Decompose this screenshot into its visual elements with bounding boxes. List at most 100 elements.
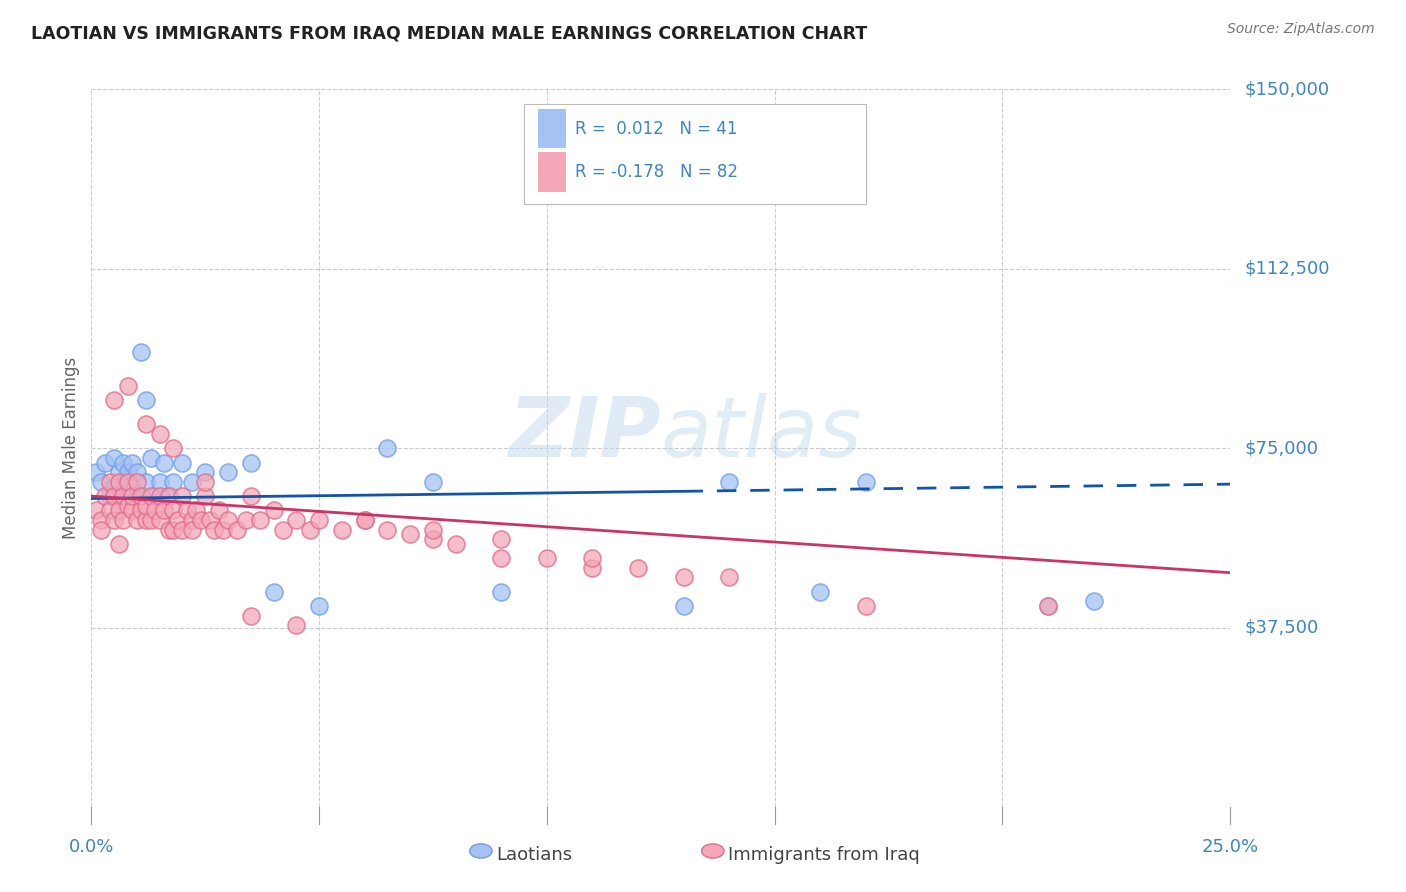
Point	[172, 523, 194, 537]
Text: $150,000: $150,000	[1244, 80, 1329, 98]
Point	[107, 537, 129, 551]
Point	[202, 523, 225, 537]
Point	[377, 442, 399, 455]
Point	[117, 379, 139, 393]
Point	[208, 503, 231, 517]
Point	[117, 499, 139, 513]
Point	[135, 513, 157, 527]
Point	[121, 479, 143, 493]
Point	[112, 456, 135, 470]
Point	[131, 489, 153, 503]
Point	[308, 599, 330, 614]
Point	[94, 456, 117, 470]
Point	[186, 503, 208, 517]
Point	[107, 489, 129, 503]
Point	[239, 456, 262, 470]
Point	[217, 513, 239, 527]
Point	[239, 489, 262, 503]
Point	[84, 503, 107, 517]
Point	[121, 456, 143, 470]
Point	[135, 417, 157, 432]
Text: Laotians: Laotians	[496, 846, 572, 863]
Point	[377, 523, 399, 537]
Point	[167, 513, 190, 527]
Point	[131, 503, 153, 517]
Point	[308, 513, 330, 527]
Point	[149, 426, 172, 441]
Point	[107, 465, 129, 479]
Text: 25.0%: 25.0%	[1202, 838, 1258, 855]
Text: 0.0%: 0.0%	[69, 838, 114, 855]
Point	[491, 532, 513, 546]
Point	[157, 489, 180, 503]
Point	[353, 513, 375, 527]
Point	[718, 475, 741, 489]
Point	[198, 513, 221, 527]
Point	[235, 513, 257, 527]
Point	[149, 513, 172, 527]
Point	[172, 489, 194, 503]
Text: $37,500: $37,500	[1244, 619, 1319, 637]
Y-axis label: Median Male Earnings: Median Male Earnings	[62, 357, 80, 540]
Point	[422, 523, 444, 537]
Point	[125, 475, 148, 489]
Text: Source: ZipAtlas.com: Source: ZipAtlas.com	[1227, 22, 1375, 37]
Point	[212, 523, 235, 537]
Point	[117, 465, 139, 479]
Point	[855, 475, 877, 489]
Point	[217, 465, 239, 479]
Point	[1036, 599, 1059, 614]
Point	[190, 513, 212, 527]
Text: ZIP: ZIP	[508, 393, 661, 475]
Point	[125, 513, 148, 527]
Bar	[538, 152, 567, 192]
Point	[672, 599, 695, 614]
Point	[143, 503, 166, 517]
Point	[672, 570, 695, 584]
Point	[135, 475, 157, 489]
Point	[157, 489, 180, 503]
Point	[162, 475, 184, 489]
Point	[271, 523, 294, 537]
Point	[808, 585, 831, 599]
Point	[194, 465, 217, 479]
Point	[263, 503, 285, 517]
Point	[149, 475, 172, 489]
Point	[125, 465, 148, 479]
Bar	[524, 103, 866, 204]
Point	[285, 513, 308, 527]
Text: $112,500: $112,500	[1244, 260, 1330, 277]
Point	[112, 513, 135, 527]
Point	[89, 513, 111, 527]
Point	[98, 489, 121, 503]
Point	[491, 551, 513, 566]
Point	[103, 479, 125, 493]
Point	[162, 503, 184, 517]
Point	[180, 523, 202, 537]
Bar	[538, 109, 567, 148]
Point	[98, 503, 121, 517]
Text: R =  0.012   N = 41: R = 0.012 N = 41	[575, 120, 738, 137]
Point	[94, 489, 117, 503]
Point	[422, 475, 444, 489]
Point	[121, 489, 143, 503]
Point	[299, 523, 322, 537]
Point	[125, 489, 148, 503]
Point	[153, 503, 176, 517]
Point	[89, 475, 111, 489]
Point	[107, 475, 129, 489]
Point	[139, 513, 162, 527]
Point	[718, 570, 741, 584]
Point	[330, 523, 353, 537]
Point	[153, 456, 176, 470]
Point	[84, 465, 107, 479]
Point	[180, 513, 202, 527]
Point	[162, 523, 184, 537]
Point	[117, 489, 139, 503]
Point	[855, 599, 877, 614]
Point	[194, 489, 217, 503]
Point	[117, 475, 139, 489]
Point	[627, 561, 650, 575]
Point	[226, 523, 249, 537]
Point	[157, 523, 180, 537]
